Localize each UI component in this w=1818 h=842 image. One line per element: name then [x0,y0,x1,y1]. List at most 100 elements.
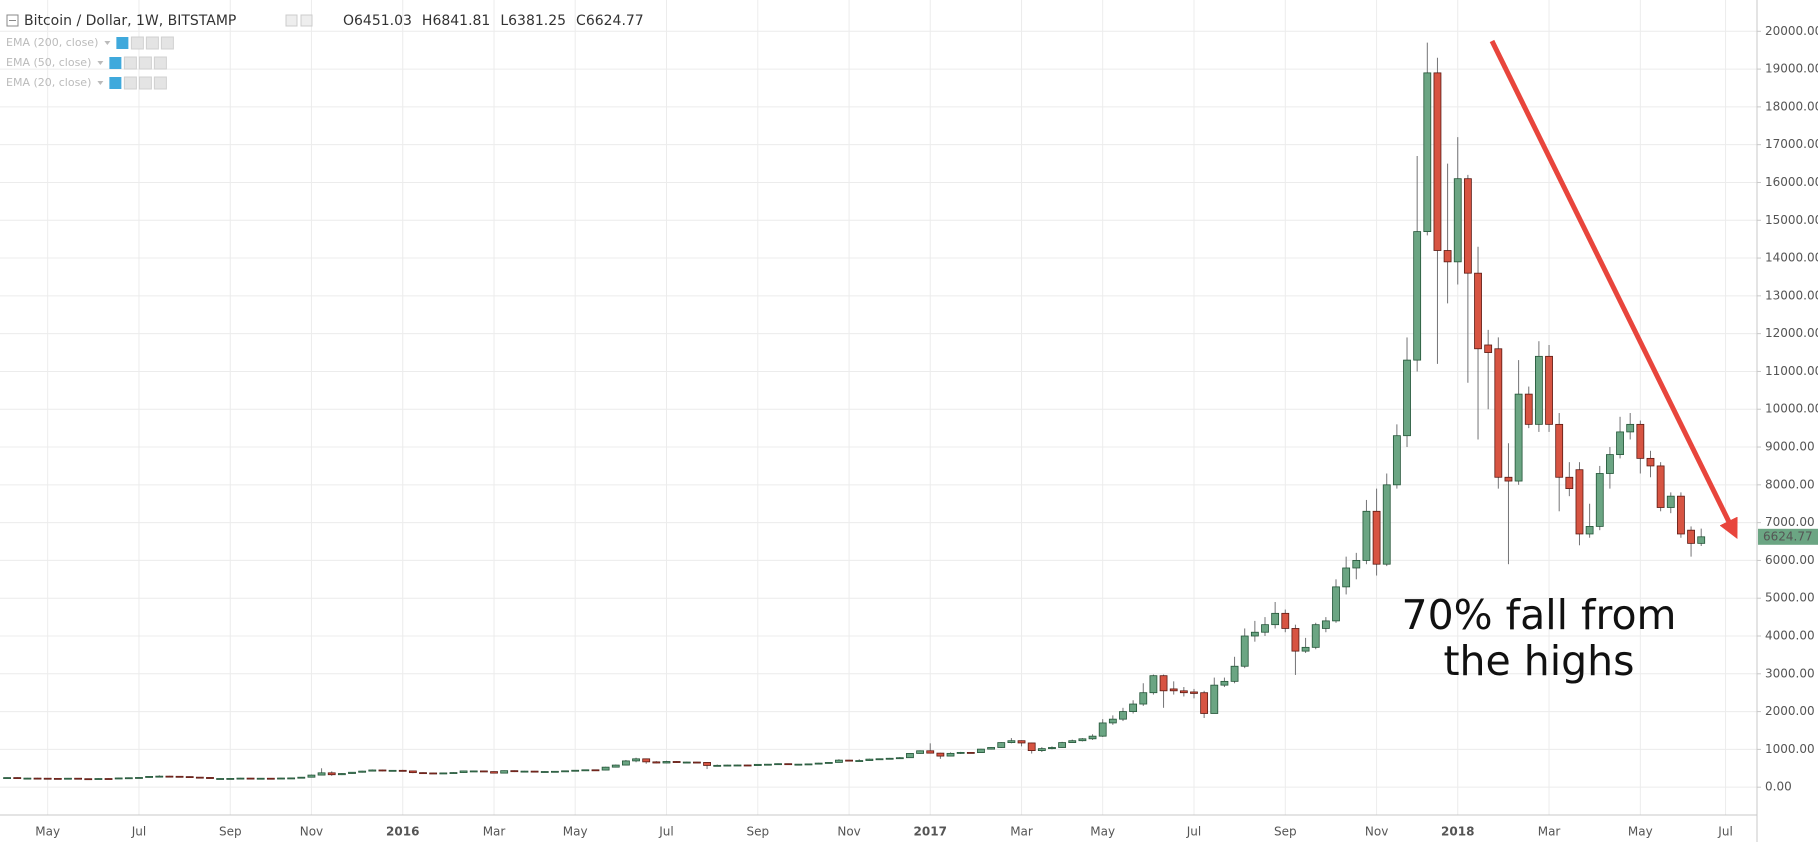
indicator-label: EMA (20, close) [6,76,91,89]
candle-body [835,759,843,763]
candle-body [1068,740,1077,743]
format-icon[interactable] [300,14,313,27]
candle-body [429,772,438,775]
candle-body [104,778,113,780]
candle-body [1687,529,1695,544]
candle-body [1048,747,1056,750]
candle-body [1474,272,1482,350]
candle-body [622,760,630,766]
add-icon[interactable] [138,56,152,70]
remove-icon[interactable] [153,76,167,90]
candle-body [865,758,874,761]
y-tick-label: 13000.00 [1765,288,1818,302]
x-tick-label: May [1090,825,1115,839]
y-tick-label: 16000.00 [1765,175,1818,189]
x-tick-label: 2017 [914,825,947,839]
candle-body [145,776,154,778]
x-tick-label: Jul [1186,825,1201,839]
settings-icon[interactable] [130,36,144,50]
remove-icon[interactable] [153,56,167,70]
visibility-icon[interactable] [109,77,122,89]
candle-body [733,764,742,767]
ohlc-value: C6624.77 [576,13,644,29]
candle-body [1656,465,1665,508]
candle-body [1413,231,1422,361]
candle-body [1534,355,1543,425]
candle-body [1058,742,1067,748]
candle-body [1575,469,1584,535]
y-tick-label: 2000.00 [1765,704,1815,718]
candle-body [1250,631,1259,637]
candle-body [875,758,884,761]
add-icon[interactable] [138,76,152,90]
ohlc-value: H6841.81 [422,13,490,29]
x-tick-label: Jul [131,825,146,839]
candle-body [743,764,752,767]
y-tick-label: 8000.00 [1765,477,1815,491]
candle-body [1555,423,1564,478]
x-tick-label: May [563,825,588,839]
settings-icon[interactable] [285,14,298,27]
candle-body [1666,495,1675,508]
candle-body [1504,476,1513,482]
indicator-label: EMA (50, close) [6,56,91,69]
y-tick-label: 11000.00 [1765,364,1818,378]
candle-body [74,777,83,780]
candle-body [1129,703,1138,712]
indicator-dropdown[interactable] [104,41,111,45]
candle-body [703,762,711,766]
candle-body [500,770,509,774]
visibility-icon[interactable] [116,37,129,49]
candle-body [1190,691,1198,694]
add-icon[interactable] [145,36,159,50]
annotation: the highs [1443,637,1634,685]
indicator-dropdown[interactable] [97,61,104,65]
y-tick-label: 14000.00 [1765,251,1818,265]
candle-body [804,763,813,766]
candle-body [43,777,52,780]
candle-body [1494,348,1503,478]
x-tick-label: Nov [837,825,860,839]
settings-icon[interactable] [123,56,137,70]
candle-body [966,752,975,754]
candle-body [246,777,255,780]
candle-body [236,777,245,780]
x-tick-label: Jul [658,825,673,839]
candle-body [419,772,427,775]
candle-body [1606,454,1614,474]
candle-body [855,760,864,762]
visibility-icon[interactable] [109,57,122,69]
candle-body [1677,495,1685,535]
candle-body [936,752,945,757]
grid [0,0,1757,815]
candle-body [1108,718,1117,724]
y-tick-label: 19000.00 [1765,62,1818,76]
candle-body [266,777,275,780]
y-tick-label: 6000.00 [1765,553,1815,567]
x-tick-label: Mar [1010,825,1033,839]
y-tick-label: 3000.00 [1765,666,1815,680]
candle-body [1078,738,1087,742]
candle-body [916,750,924,754]
candle-body [439,772,448,775]
candle-body [510,770,519,773]
indicator-dropdown[interactable] [97,81,104,85]
candle-body [1291,628,1300,652]
candle-body [906,753,914,759]
candle-body [956,752,965,754]
candle-body [723,764,732,767]
candle-body [1321,620,1330,629]
candle-body [287,777,296,780]
candle-body [1352,560,1361,569]
candle-body [1514,393,1523,482]
remove-icon[interactable] [160,36,174,50]
candle-body [753,763,762,766]
candle-body [652,761,661,764]
candle-body [1007,740,1016,743]
candle-body [1271,612,1280,626]
candle-body [226,778,235,780]
candle-body [1524,393,1533,425]
candle-body [1433,72,1442,251]
candle-body [1484,344,1493,353]
settings-icon[interactable] [123,76,137,90]
